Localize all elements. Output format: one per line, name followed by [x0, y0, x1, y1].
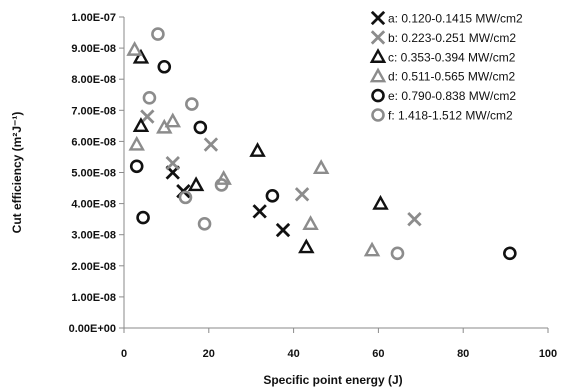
data-point	[252, 204, 267, 219]
data-point	[197, 217, 212, 231]
data-point	[164, 112, 181, 128]
y-tick-label: 9.00E-08	[71, 43, 116, 55]
data-point	[128, 135, 145, 151]
x-tick-label: 80	[457, 348, 469, 360]
legend-label: e: 0.790-0.838 MW/cm2	[388, 89, 516, 103]
y-tick-label: 4.00E-08	[71, 199, 116, 211]
x-axis-ticks: 0 20 40 60 80 100	[121, 328, 557, 360]
data-point	[294, 187, 310, 202]
data-point	[215, 170, 232, 185]
data-point	[178, 190, 193, 205]
data-point	[136, 210, 150, 225]
x-axis-title: Specific point energy (J)	[263, 373, 402, 387]
data-point	[298, 238, 315, 254]
legend-marker	[369, 67, 387, 83]
data-point	[165, 155, 180, 171]
data-point	[363, 241, 381, 257]
legend-label: f: 1.418-1.512 MW/cm2	[388, 109, 513, 123]
data-points	[126, 27, 517, 261]
y-tick-label: 5.00E-08	[71, 168, 116, 180]
series-e	[129, 59, 517, 261]
series-f	[142, 27, 405, 261]
legend-marker	[371, 108, 385, 122]
data-point	[151, 27, 165, 41]
x-tick-label: 20	[203, 348, 215, 360]
y-tick-label: 7.00E-08	[71, 105, 116, 117]
data-point	[132, 48, 150, 64]
data-point	[372, 194, 389, 210]
data-point	[503, 246, 517, 261]
legend-marker	[371, 88, 385, 103]
data-point	[132, 117, 150, 133]
legend: a: 0.120-0.1415 MW/cm2 b: 0.223-0.251 MW/…	[369, 10, 523, 123]
series-c	[132, 48, 389, 254]
data-point	[390, 246, 405, 261]
legend-item: c: 0.353-0.394 MW/cm2	[369, 48, 516, 64]
data-point	[165, 165, 180, 180]
legend-label: a: 0.120-0.1415 MW/cm2	[388, 12, 523, 26]
data-point	[249, 142, 266, 157]
data-point	[187, 176, 205, 192]
y-axis-ticks: 0.00E+00 1.00E-08 2.00E-08 3.00E-08 4.00E-08…	[69, 12, 124, 335]
data-point	[302, 215, 319, 230]
x-tick-label: 40	[287, 348, 299, 360]
data-point	[407, 211, 422, 227]
legend-label: d: 0.511-0.565 MW/cm2	[388, 70, 515, 84]
data-point	[214, 178, 229, 192]
data-point	[265, 189, 280, 203]
legend-marker	[370, 10, 386, 26]
legend-item: b: 0.223-0.251 MW/cm2	[370, 30, 516, 45]
x-tick-label: 0	[121, 348, 127, 360]
legend-item: a: 0.120-0.1415 MW/cm2	[370, 10, 523, 26]
data-point	[140, 109, 155, 124]
y-tick-label: 3.00E-08	[71, 230, 116, 242]
y-axis-title: Cut efficiency (m²J⁻¹)	[10, 112, 24, 234]
legend-label: b: 0.223-0.251 MW/cm2	[388, 31, 516, 45]
legend-marker	[369, 48, 387, 63]
legend-item: e: 0.790-0.838 MW/cm2	[371, 88, 516, 103]
data-point	[126, 40, 143, 56]
data-point	[157, 59, 172, 74]
legend-marker	[370, 30, 386, 45]
data-point	[312, 159, 330, 174]
x-tick-label: 60	[372, 348, 384, 360]
data-point	[129, 159, 144, 174]
y-tick-label: 2.00E-08	[71, 261, 116, 273]
y-tick-label: 6.00E-08	[71, 136, 116, 148]
data-point	[185, 97, 199, 111]
data-point	[203, 137, 219, 152]
series-b	[140, 109, 422, 227]
data-point	[193, 120, 208, 135]
y-tick-label: 1.00E-07	[71, 12, 116, 24]
legend-label: c: 0.353-0.394 MW/cm2	[388, 50, 516, 64]
x-tick-label: 100	[539, 348, 557, 360]
data-point	[275, 222, 291, 238]
legend-item: f: 1.418-1.512 MW/cm2	[371, 108, 513, 123]
series-d	[126, 40, 381, 257]
y-tick-label: 8.00E-08	[71, 74, 116, 86]
y-tick-label: 1.00E-08	[71, 292, 116, 304]
y-tick-label: 0.00E+00	[69, 323, 116, 335]
data-point	[142, 91, 157, 105]
legend-item: d: 0.511-0.565 MW/cm2	[369, 67, 515, 84]
